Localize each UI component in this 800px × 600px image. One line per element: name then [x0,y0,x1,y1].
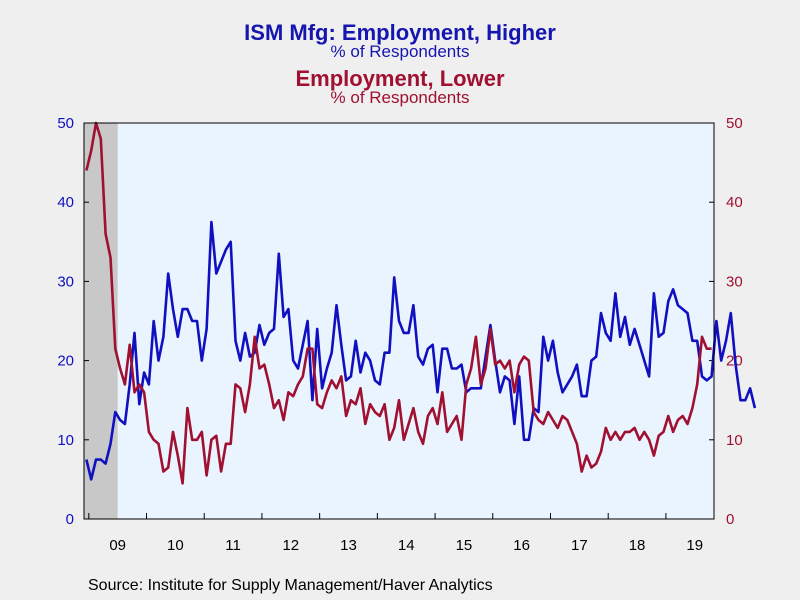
x-tick-label: 18 [629,537,646,554]
left-axis: 0 10 20 30 40 50 [57,115,89,528]
right-tick-label: 10 [726,432,743,449]
x-tick-label: 12 [282,537,299,554]
chart-title-secondary-units: % of Respondents [330,88,470,107]
x-tick-label: 11 [225,537,241,554]
x-tick-label: 17 [571,537,588,554]
series-lines [85,121,757,485]
chart-title-units: % of Respondents [330,42,470,61]
series-line-employment-higher [85,220,757,481]
x-tick-label: 15 [456,537,473,554]
x-tick-label: 09 [109,537,126,554]
x-axis: 09 10 11 12 13 14 15 16 17 18 19 [88,513,703,554]
x-tick-label: 10 [167,537,184,554]
x-tick-label: 16 [513,537,530,554]
plot-frame [83,122,715,520]
left-tick-label: 50 [57,115,74,132]
left-tick-label: 20 [57,353,74,370]
right-tick-label: 50 [726,115,743,132]
source-note: Source: Institute for Supply Management/… [88,577,493,594]
left-tick-label: 30 [57,273,74,290]
left-tick-label: 10 [57,432,74,449]
left-tick-label: 40 [57,194,74,211]
x-tick-label: 14 [398,537,415,554]
left-tick-label: 0 [66,511,74,528]
right-tick-label: 30 [726,273,743,290]
right-tick-label: 40 [726,194,743,211]
x-tick-label: 19 [686,537,703,554]
chart-title: ISM Mfg: Employment, Higher [244,20,556,45]
right-tick-label: 0 [726,511,734,528]
chart-title-secondary: Employment, Lower [295,66,505,91]
recession-shade [84,123,118,519]
x-tick-label: 13 [340,537,357,554]
series-line-employment-lower [85,121,712,485]
